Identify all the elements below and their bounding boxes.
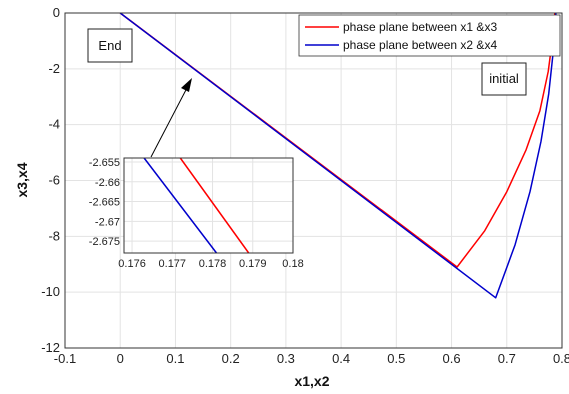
inset-y-tick-label: -2.655 (89, 157, 120, 169)
inset-y-tick-label: -2.665 (89, 197, 120, 209)
legend-box (298, 14, 561, 57)
y-tick-label: -6 (48, 173, 60, 188)
x-tick-labels: -0.1 0 0.1 0.2 0.3 0.4 0.5 0.6 0.7 0.8 (54, 351, 569, 366)
y-tick-label: -10 (41, 284, 60, 299)
inset-x-tick-label: 0.179 (239, 258, 267, 270)
x-tick-label: 0.3 (277, 351, 295, 366)
x-tick-label: 0.6 (443, 351, 461, 366)
plot-frame (64, 12, 563, 349)
x-tick-label: 0.2 (222, 351, 240, 366)
x-tick-label: 0.4 (332, 351, 350, 366)
zoom-arrow (150, 78, 192, 158)
inset-series-line-red (179, 157, 250, 254)
inset-y-tick-label: -2.66 (95, 177, 120, 189)
inset-y-tick-label: -2.67 (95, 216, 120, 228)
y-tick-labels: 0 -2 -4 -6 -8 -10 -12 (41, 5, 60, 355)
inset-y-tick-labels: -2.655 -2.66 -2.665 -2.67 -2.675 (89, 157, 120, 248)
legend-label-blue: phase plane between x2 &x4 (343, 38, 497, 52)
inset-x-tick-label: 0.177 (159, 258, 187, 270)
end-label: End (98, 38, 121, 53)
inset-x-tick-label: 0.18 (282, 258, 303, 270)
initial-label: initial (489, 71, 519, 86)
y-tick-label: 0 (53, 5, 60, 20)
inset-x-tick-label: 0.176 (118, 258, 146, 270)
x-axis-label: x1,x2 (294, 373, 329, 389)
inset-plot: 0.176 0.177 0.178 0.179 0.18 -2.655-2.66-2.6… (89, 157, 304, 270)
initial-annotation: initial (481, 62, 527, 96)
x-tick-label: 0.1 (166, 351, 184, 366)
inset-x-tick-label: 0.178 (199, 258, 227, 270)
x-tick-label: 0.8 (553, 351, 569, 366)
y-axis-label: x3,x4 (14, 162, 30, 197)
inset-x-tick-labels: 0.176 0.177 0.178 0.179 0.18 (118, 258, 303, 270)
x-tick-label: -0.1 (54, 351, 76, 366)
y-tick-label: -12 (41, 340, 60, 355)
inset-background (124, 158, 293, 253)
inset-series-line-blue (143, 157, 218, 254)
x-tick-label: 0.5 (387, 351, 405, 366)
y-tick-label: -2 (48, 61, 60, 76)
x-tick-label: 0 (117, 351, 124, 366)
inset-series-lines (143, 157, 250, 254)
y-tick-label: -8 (48, 228, 60, 243)
y-tick-label: -4 (48, 117, 60, 132)
legend-label-red: phase plane between x1 &x3 (343, 20, 497, 34)
x-tick-label: 0.7 (498, 351, 516, 366)
inset-y-tick-label: -2.675 (89, 236, 120, 248)
legend: phase plane between x1 &x3 phase plane b… (298, 14, 561, 57)
inset-frame (123, 157, 294, 254)
end-annotation: End (87, 28, 133, 63)
